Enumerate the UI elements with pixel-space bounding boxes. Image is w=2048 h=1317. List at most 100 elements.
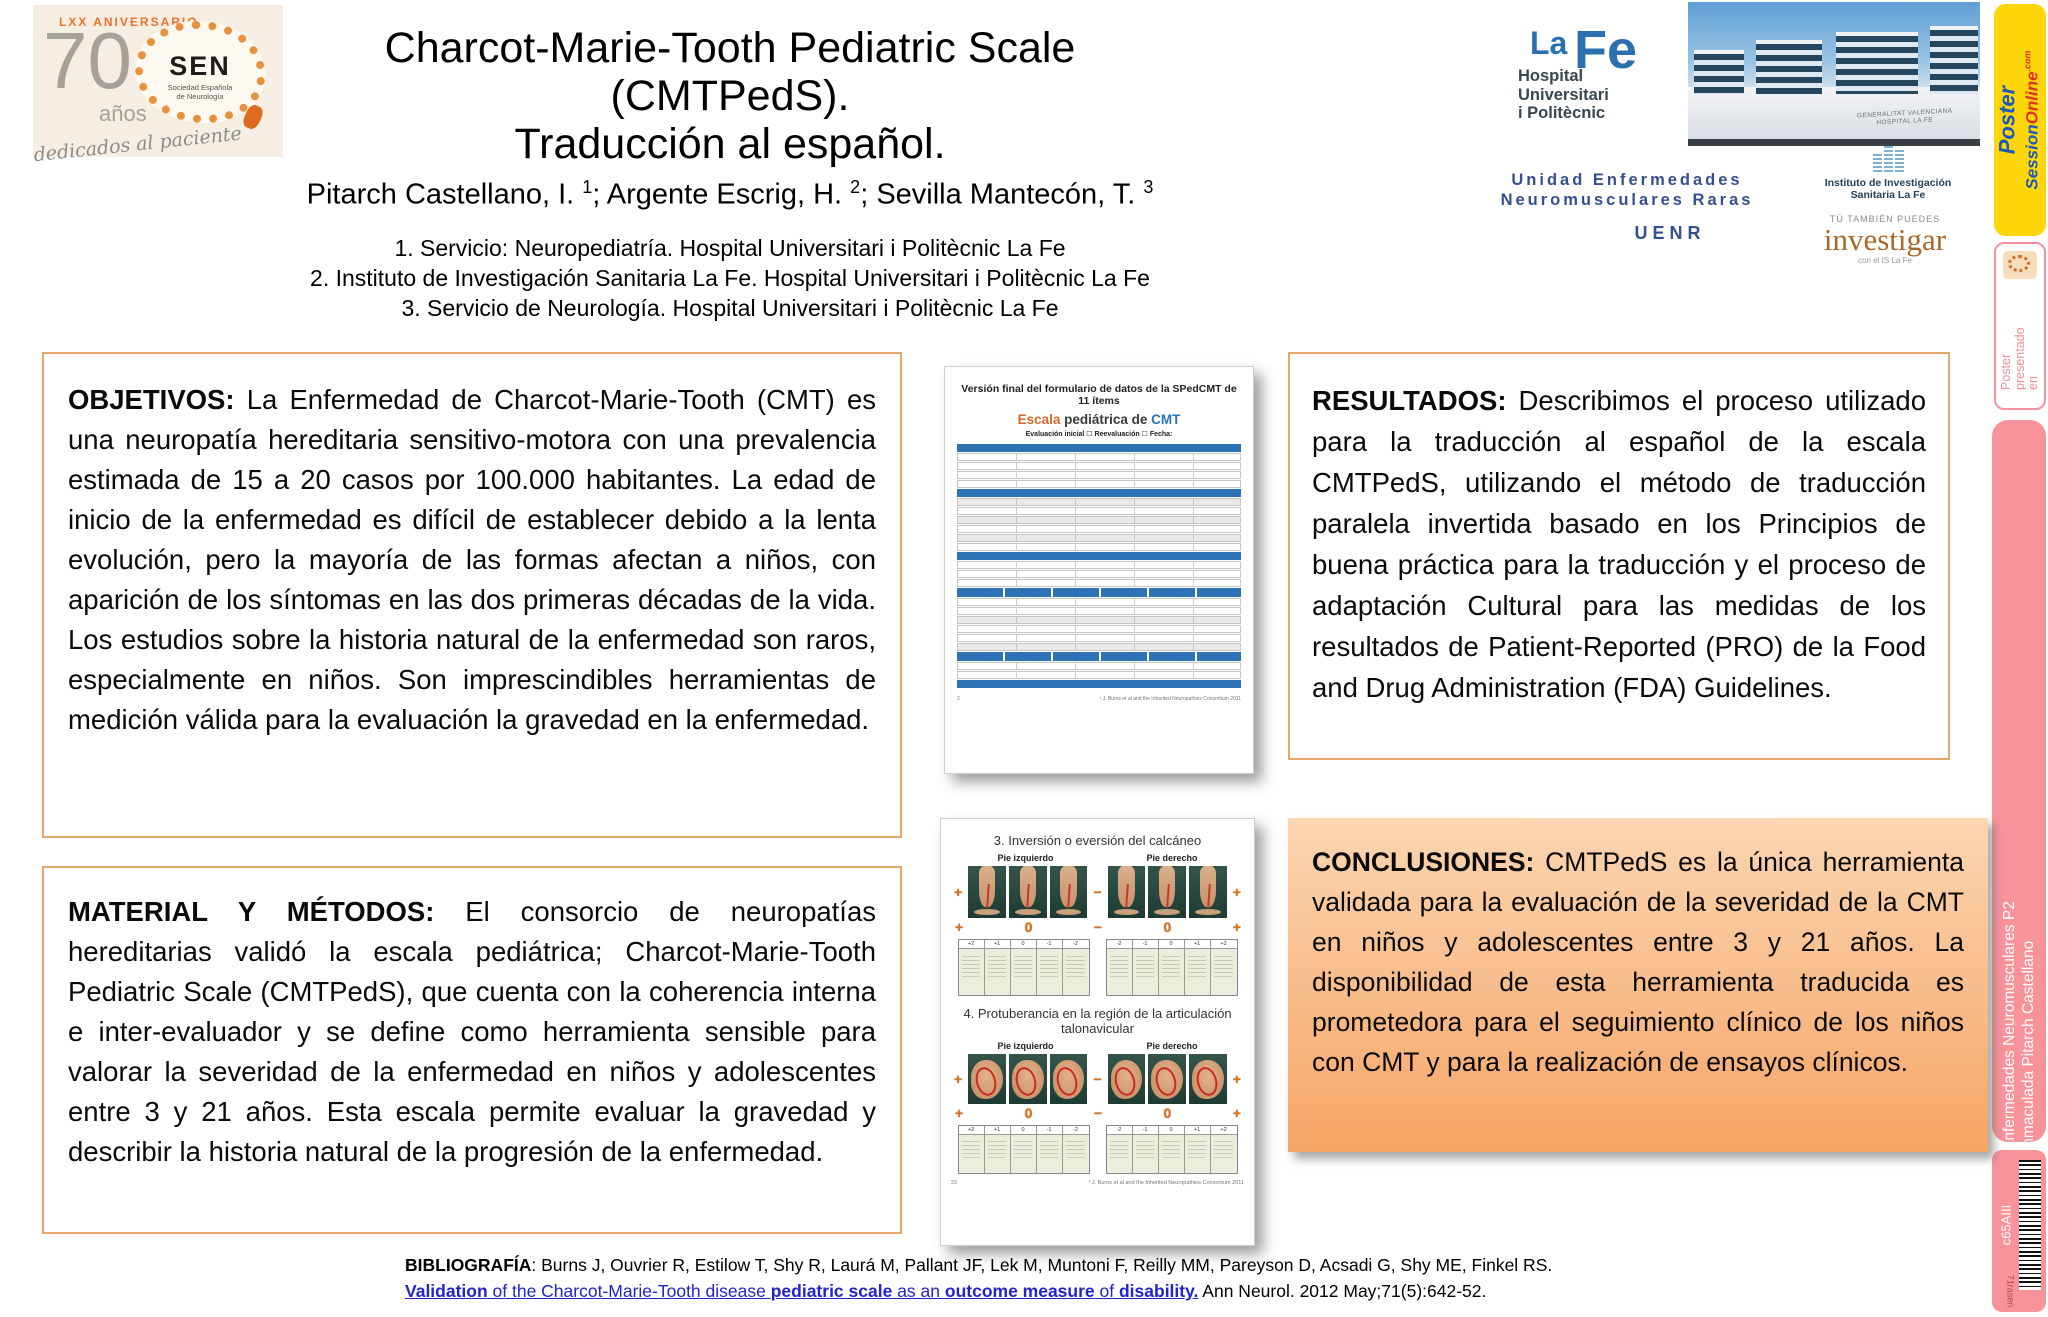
sen-anniversary-logo: LXX ANIVERSARIO 70 años SEN Sociedad Esp…	[33, 5, 283, 166]
page-title-line2: Traducción al español.	[514, 120, 946, 168]
fig-page-number: 23	[951, 1180, 958, 1186]
fig-footer: 23 ¹ J. Burns et al and the Inherited Ne…	[951, 1180, 1244, 1186]
section-resultados: RESULTADOS: Describimos el proceso utili…	[1288, 352, 1950, 760]
fig4-score-tables: +2 +1 0 -1 -2 -2 -1 0 +1 +2	[951, 1125, 1244, 1174]
metodos-text: El consorcio de neuropatías hereditarias…	[68, 896, 876, 1167]
fig3-title: 3. Inversión o eversión del calcáneo	[993, 833, 1202, 848]
heel-photo	[1189, 1054, 1227, 1104]
plus-icon: +	[955, 1105, 964, 1121]
poster-code: c65AIII	[1998, 1204, 2014, 1245]
heel-photo	[1107, 1054, 1146, 1104]
session-strip-text: Enfermedades Neuromusculares P2 Inmacula…	[2001, 901, 2037, 1151]
affiliations: 1. Servicio: Neuropediatría. Hospital Un…	[300, 233, 1160, 323]
figure-cmtpeds-form: Versión final del formulario de datos de…	[944, 366, 1254, 774]
article-link[interactable]: Validation of the Charcot-Marie-Tooth di…	[405, 1281, 1199, 1301]
section-metodos: MATERIAL Y MÉTODOS: El consorcio de neur…	[42, 866, 902, 1234]
minus-icon: −	[1093, 919, 1103, 935]
foot-photo	[1107, 866, 1146, 918]
photo-tower	[1694, 50, 1744, 94]
score-table-left: +2 +1 0 -1 -2	[957, 939, 1090, 996]
barcode	[2019, 1160, 2041, 1290]
foot-side-labels: Pie izquierdo Pie derecho	[997, 1041, 1198, 1051]
plus-icon: +	[1232, 919, 1241, 935]
poster-code-box: c65AIII 71rasen	[1992, 1150, 2046, 1312]
fig3-score-tables: +2 +1 0 -1 -2 -2 -1 0 +1 +2	[951, 939, 1244, 996]
zero-icon: 0	[1024, 919, 1033, 935]
conclusiones-label: CONCLUSIONES:	[1312, 847, 1535, 877]
sen-70-number: 70	[43, 16, 132, 105]
plus-icon: +	[1232, 884, 1241, 900]
header-block: Charcot-Marie-Tooth Pediatric Scale (CMT…	[300, 24, 1160, 323]
plus-icon: +	[1232, 1105, 1241, 1121]
photo-tower	[1930, 26, 1978, 94]
score-table-right: -2 -1 0 +1 +2	[1105, 939, 1238, 996]
uenr-logo: Unidad Enfermedades Neuromusculares Rara…	[1452, 170, 1802, 252]
form-footer: 2 ¹ J. Burns et al and the Inherited Neu…	[957, 696, 1241, 702]
form-subtitle: Escala pediátrica de CMT	[1017, 412, 1181, 427]
foot-photo	[1189, 866, 1227, 918]
form-credit: ¹ J. Burns et al and the Inherited Neuro…	[1099, 696, 1241, 702]
photo-road	[1688, 139, 1980, 146]
minus-icon: −	[1093, 884, 1102, 900]
affiliation-2: 2. Instituto de Investigación Sanitaria …	[310, 264, 1150, 291]
sen-tagline: dedicados al paciente	[32, 122, 243, 167]
heel-photo	[1008, 1054, 1047, 1104]
sen-anios-text: años	[99, 101, 147, 126]
form-check-line: Evaluación inicial ☐ Reevaluación ☐ Fech…	[1025, 431, 1173, 438]
bibliography-reference-line: Validation of the Charcot-Marie-Tooth di…	[405, 1278, 1655, 1304]
fig3-photos: + − +	[951, 866, 1244, 918]
minus-icon: −	[1093, 1071, 1102, 1087]
poster-presented-badge: Poster presentado en	[1994, 242, 2046, 410]
objetivos-text: La Enfermedad de Charcot-Marie-Tooth (CM…	[68, 384, 876, 735]
zero-icon: 0	[1024, 1105, 1033, 1121]
lafe-logo: La Fe Hospital Universitari i Politècnic	[1518, 20, 1638, 122]
section-objetivos: OBJETIVOS: La Enfermedad de Charcot-Mari…	[42, 352, 902, 838]
foot-photo	[1008, 866, 1047, 918]
zero-icon: 0	[1163, 1105, 1172, 1121]
foot-photo	[1049, 866, 1088, 918]
minus-icon: −	[1093, 1105, 1103, 1121]
plus-icon: +	[955, 919, 964, 935]
session-strip: Enfermedades Neuromusculares P2 Inmacula…	[1992, 420, 2046, 1151]
page-title-line1: Charcot-Marie-Tooth Pediatric Scale (CMT…	[384, 24, 1076, 120]
fig4-photos: + − +	[951, 1054, 1244, 1104]
journal-citation: Ann Neurol. 2012 May;71(5):642-52.	[1198, 1281, 1487, 1301]
sen-society-name: Sociedad Española de Neurología	[167, 83, 233, 101]
foot-photo	[968, 866, 1006, 918]
photo-tower	[1836, 32, 1918, 94]
plus-icon: +	[954, 884, 963, 900]
presented-text: Poster presentado en	[1998, 327, 2040, 390]
metodos-label: MATERIAL Y MÉTODOS:	[68, 896, 435, 927]
fig4-symbols: + 0 − 0 +	[951, 1105, 1245, 1121]
sen-acronym: SEN	[169, 51, 231, 81]
bibliography: BIBLIOGRAFÍA: Burns J, Ouvrier R, Estilo…	[405, 1252, 1655, 1304]
objetivos-label: OBJETIVOS:	[68, 384, 235, 415]
fig-credit: ¹ J. Burns et al and the Inherited Neuro…	[1088, 1180, 1244, 1186]
bibliography-authors-line: BIBLIOGRAFÍA: Burns J, Ouvrier R, Estilo…	[405, 1255, 1553, 1275]
zero-icon: 0	[1163, 919, 1172, 935]
section-conclusiones: CONCLUSIONES: CMTPedS es la única herram…	[1288, 818, 1988, 1152]
score-table-left: +2 +1 0 -1 -2	[957, 1125, 1090, 1174]
fig3-symbols: + 0 − 0 +	[951, 919, 1245, 935]
bibliography-label: BIBLIOGRAFÍA	[405, 1255, 532, 1275]
foot-side-labels: Pie izquierdo Pie derecho	[997, 853, 1198, 863]
heel-photo	[1049, 1054, 1088, 1104]
authors-line: Pitarch Castellano, I. 1; Argente Escrig…	[306, 177, 1154, 211]
affiliation-1: 1. Servicio: Neuropediatría. Hospital Un…	[394, 234, 1066, 261]
affiliation-3: 3. Servicio de Neurología. Hospital Univ…	[401, 294, 1059, 321]
fig4-title: 4. Protuberancia en la región de la arti…	[963, 1006, 1232, 1036]
investigar-banner: TÚ TAMBIÉN PUEDES investigar con el IS L…	[1823, 214, 1947, 265]
heel-photo	[1148, 1054, 1187, 1104]
hospital-photo: GENERALITAT VALENCIANA HOSPITAL LA FE	[1688, 2, 1980, 146]
photo-wall	[1688, 87, 1980, 139]
heel-photo	[968, 1054, 1006, 1104]
poster-code-small: 71rasen	[2005, 1274, 2016, 1308]
sen-anniversary-text: LXX ANIVERSARIO	[59, 15, 199, 29]
plus-icon: +	[1232, 1071, 1241, 1087]
sen-brain-icon: SEN Sociedad Española de Neurología	[135, 21, 266, 132]
form-title: Versión final del formulario de datos de…	[961, 383, 1237, 407]
buildings-icon	[1872, 146, 1904, 172]
iis-lafe-logo: Instituto de Investigación Sanitaria La …	[1822, 146, 1954, 201]
figure-feet: 3. Inversión o eversión del calcáneo Pie…	[940, 818, 1255, 1246]
form-facsimile	[957, 444, 1241, 688]
